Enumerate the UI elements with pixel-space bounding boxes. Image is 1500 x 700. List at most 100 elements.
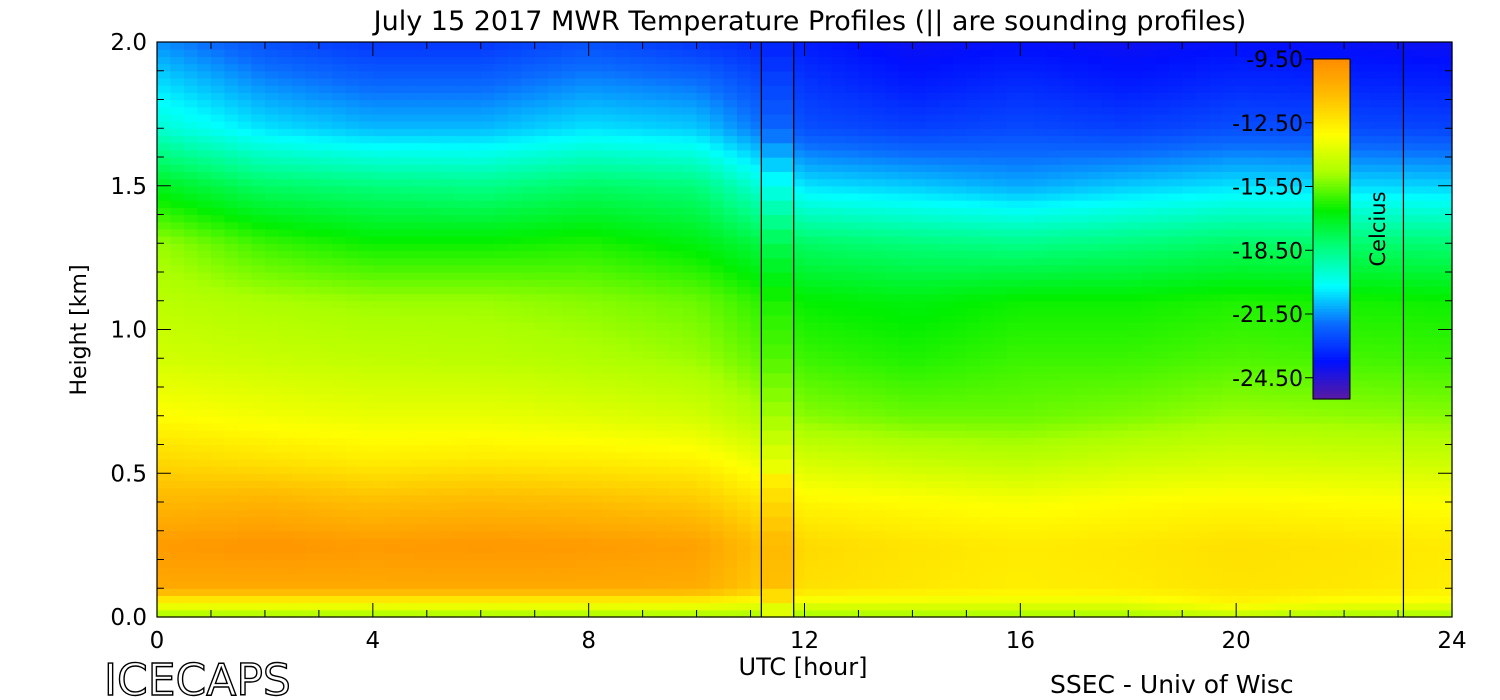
heatmap-cell: [912, 113, 927, 122]
heatmap-cell: [251, 63, 266, 72]
heatmap-cell: [871, 458, 887, 467]
heatmap-cell: [831, 207, 846, 216]
heatmap-cell: [561, 106, 576, 115]
heatmap-cell: [629, 458, 644, 467]
heatmap-cell: [332, 279, 347, 287]
heatmap-cell: [898, 77, 914, 86]
heatmap-cell: [170, 480, 185, 489]
heatmap-cell: [237, 236, 253, 244]
heatmap-cell: [264, 250, 280, 259]
heatmap-cell: [656, 494, 671, 503]
heatmap-cell: [656, 135, 671, 144]
heatmap-cell: [656, 537, 671, 546]
heatmap-cell: [898, 559, 914, 568]
heatmap-cell: [534, 415, 549, 424]
heatmap-cell: [804, 135, 819, 144]
heatmap-cell: [210, 394, 226, 402]
heatmap-cell: [183, 394, 199, 402]
heatmap-cell: [183, 56, 199, 65]
heatmap-cell: [669, 401, 684, 410]
heatmap-cell: [278, 430, 293, 438]
heatmap-cell: [993, 595, 1008, 604]
heatmap-cell: [696, 588, 711, 597]
heatmap-cell: [399, 566, 414, 575]
heatmap-cell: [170, 272, 185, 280]
heatmap-cell: [318, 566, 333, 575]
heatmap-cell: [183, 365, 199, 374]
heatmap-cell: [696, 329, 711, 338]
heatmap-cell: [345, 243, 360, 252]
heatmap-cell: [386, 300, 401, 309]
heatmap-cell: [237, 70, 253, 79]
heatmap-cell: [710, 379, 725, 388]
heatmap-cell: [898, 609, 914, 618]
heatmap-cell: [386, 451, 401, 460]
heatmap-cell: [602, 178, 617, 187]
heatmap-cell: [264, 372, 280, 381]
heatmap-cell: [386, 372, 401, 381]
heatmap-cell: [305, 329, 320, 338]
heatmap-cell: [952, 387, 967, 395]
heatmap-cell: [507, 516, 522, 525]
heatmap-cell: [615, 178, 630, 187]
heatmap-cell: [345, 264, 360, 273]
heatmap-cell: [264, 322, 280, 331]
heatmap-cell: [858, 422, 873, 431]
heatmap-cell: [534, 466, 549, 474]
heatmap-cell: [723, 257, 738, 266]
heatmap-cell: [197, 121, 212, 129]
heatmap-cell: [912, 451, 927, 460]
heatmap-cell: [359, 286, 374, 295]
heatmap-cell: [291, 236, 306, 244]
heatmap-cell: [548, 329, 563, 338]
heatmap-cell: [858, 322, 873, 331]
heatmap-cell: [602, 552, 617, 561]
heatmap-cell: [521, 49, 536, 57]
heatmap-cell: [993, 451, 1008, 460]
heatmap-cell: [925, 588, 940, 597]
heatmap-cell: [251, 250, 266, 259]
heatmap-cell: [804, 192, 819, 201]
heatmap-cell: [804, 113, 819, 122]
heatmap-cell: [359, 257, 374, 266]
heatmap-cell: [683, 602, 698, 611]
heatmap-cell: [264, 70, 280, 79]
heatmap-cell: [224, 121, 239, 129]
heatmap-cell: [440, 351, 455, 359]
heatmap-cell: [521, 178, 536, 187]
heatmap-cell: [264, 516, 280, 525]
heatmap-cell: [183, 214, 199, 223]
heatmap-cell: [548, 581, 563, 589]
heatmap-cell: [237, 279, 253, 287]
heatmap-cell: [629, 343, 644, 352]
heatmap-cell: [575, 466, 590, 474]
heatmap-cell: [858, 286, 873, 295]
heatmap-cell: [656, 279, 671, 287]
heatmap-cell: [521, 473, 536, 482]
heatmap-cell: [844, 315, 860, 323]
heatmap-cell: [602, 437, 617, 446]
heatmap-cell: [871, 250, 887, 259]
heatmap-cell: [440, 502, 455, 510]
heatmap-cell: [494, 214, 509, 223]
heatmap-cell: [251, 207, 266, 216]
heatmap-cell: [656, 157, 671, 165]
heatmap-cell: [817, 178, 833, 187]
heatmap-cell: [440, 573, 455, 582]
heatmap-cell: [521, 451, 536, 460]
heatmap-cell: [197, 157, 212, 165]
heatmap-cell: [372, 437, 387, 446]
heatmap-cell: [426, 415, 441, 424]
heatmap-cell: [737, 322, 752, 331]
heatmap-cell: [791, 70, 806, 79]
heatmap-cell: [278, 545, 293, 553]
heatmap-cell: [386, 272, 401, 280]
heatmap-cell: [588, 387, 603, 395]
heatmap-cell: [791, 149, 806, 158]
heatmap-cell: [359, 444, 374, 453]
heatmap-cell: [440, 106, 455, 115]
heatmap-cell: [372, 171, 387, 180]
heatmap-cell: [885, 343, 900, 352]
heatmap-cell: [858, 279, 873, 287]
heatmap-cell: [332, 401, 347, 410]
